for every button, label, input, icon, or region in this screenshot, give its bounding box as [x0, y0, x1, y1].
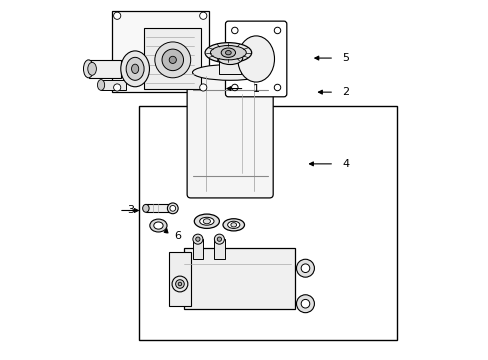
Ellipse shape — [167, 203, 178, 214]
Bar — [139, 107, 396, 339]
Ellipse shape — [231, 84, 238, 91]
Ellipse shape — [149, 219, 167, 232]
Ellipse shape — [301, 264, 309, 273]
Ellipse shape — [142, 204, 149, 212]
Ellipse shape — [223, 219, 244, 231]
Bar — [112, 12, 208, 92]
Ellipse shape — [162, 49, 183, 71]
Ellipse shape — [169, 56, 176, 63]
Ellipse shape — [221, 48, 235, 57]
Ellipse shape — [172, 276, 187, 292]
Ellipse shape — [225, 50, 231, 55]
Ellipse shape — [230, 223, 236, 227]
Ellipse shape — [113, 84, 121, 91]
Ellipse shape — [175, 280, 184, 288]
Bar — [101, 80, 126, 90]
Ellipse shape — [113, 12, 121, 19]
Ellipse shape — [83, 60, 93, 78]
Ellipse shape — [155, 42, 190, 78]
Text: 4: 4 — [342, 159, 349, 169]
Text: 1: 1 — [252, 84, 259, 94]
Bar — [214, 239, 224, 259]
FancyBboxPatch shape — [187, 69, 273, 198]
Bar — [88, 60, 121, 78]
Ellipse shape — [194, 214, 219, 228]
Text: 2: 2 — [342, 87, 349, 97]
Ellipse shape — [274, 84, 280, 91]
Text: 5: 5 — [342, 53, 349, 63]
Ellipse shape — [204, 42, 251, 63]
Bar — [192, 239, 203, 259]
Ellipse shape — [97, 80, 104, 90]
Ellipse shape — [192, 234, 203, 244]
Ellipse shape — [214, 234, 224, 244]
Ellipse shape — [121, 51, 149, 87]
Ellipse shape — [231, 27, 238, 34]
Ellipse shape — [88, 62, 96, 75]
Ellipse shape — [227, 221, 239, 228]
Ellipse shape — [296, 259, 314, 277]
Ellipse shape — [199, 84, 206, 91]
Ellipse shape — [199, 12, 206, 19]
Ellipse shape — [296, 295, 314, 313]
Ellipse shape — [199, 217, 214, 225]
Bar — [169, 252, 190, 306]
Ellipse shape — [153, 222, 163, 229]
Ellipse shape — [301, 300, 309, 308]
Ellipse shape — [192, 64, 267, 80]
Ellipse shape — [274, 27, 280, 34]
Ellipse shape — [237, 36, 274, 82]
Ellipse shape — [169, 206, 175, 211]
Text: 6: 6 — [174, 231, 181, 240]
Bar — [145, 204, 172, 212]
Bar — [183, 248, 294, 309]
Ellipse shape — [131, 64, 139, 73]
FancyBboxPatch shape — [225, 21, 286, 97]
Ellipse shape — [210, 45, 246, 60]
Bar — [219, 54, 241, 74]
Bar — [144, 28, 201, 89]
Ellipse shape — [203, 219, 210, 224]
Ellipse shape — [178, 282, 182, 286]
Ellipse shape — [217, 237, 221, 241]
Text: 3: 3 — [127, 206, 134, 216]
Ellipse shape — [195, 237, 200, 241]
Ellipse shape — [126, 57, 144, 80]
Ellipse shape — [217, 51, 242, 64]
